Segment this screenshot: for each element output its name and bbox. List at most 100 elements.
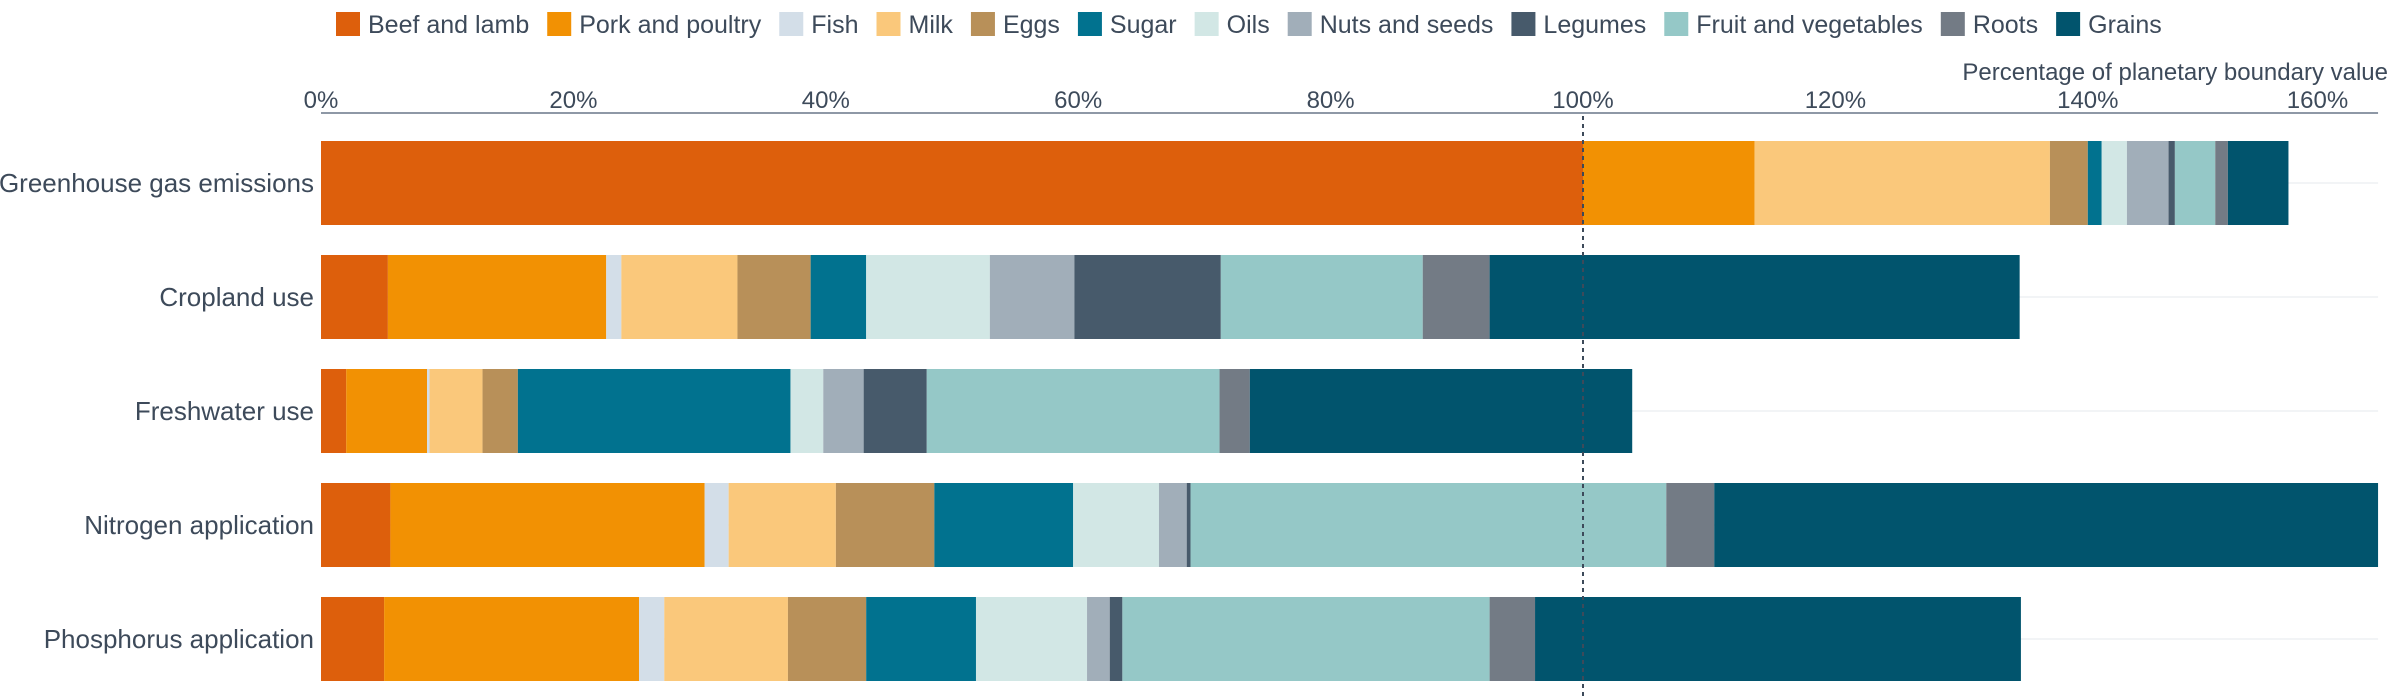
bar-segment-milk [621, 255, 738, 339]
bar-segment-grains [1535, 597, 2021, 681]
legend-swatch-beef-and-lamb [336, 12, 360, 36]
category-label-nitrogen-application: Nitrogen application [84, 510, 314, 540]
bar-segment-pork-and-poultry [387, 255, 607, 339]
bar-segment-fruit-and-vegetables [2174, 141, 2216, 225]
bar-segment-sugar [810, 255, 867, 339]
x-tick-label: 100% [1552, 87, 1613, 114]
legend: Beef and lamb Pork and poultry Fish Milk Egg… [336, 11, 2162, 39]
legend-swatch-sugar [1077, 12, 1102, 36]
bar-segment-roots [2215, 141, 2228, 225]
bar-segment-fruit-and-vegetables [926, 369, 1220, 453]
x-tick-label: 40% [802, 87, 850, 114]
x-tick-label: 160% [2287, 87, 2348, 114]
bar-segment-milk [728, 483, 836, 567]
bar-segment-pork-and-poultry [1583, 141, 1755, 225]
bar-segment-nuts-and-seeds [2126, 141, 2169, 225]
bar-segment-eggs [2049, 141, 2088, 225]
bar-segment-legumes [2168, 141, 2175, 225]
bar-segment-legumes [863, 369, 927, 453]
legend-swatch-roots [1940, 12, 1965, 36]
bar-segment-grains [1249, 369, 1633, 453]
x-tick-label: 140% [2057, 87, 2118, 114]
bar-segment-pork-and-poultry [384, 597, 640, 681]
legend-swatch-milk [876, 12, 901, 36]
bar-segment-beef-and-lamb [321, 255, 388, 339]
bar-segment-fish [606, 255, 622, 339]
x-axis: 0% 20% 40% 60% 80% 100% 120% 140% 160% [304, 87, 2379, 114]
category-label-greenhouse-gas-emissions: Greenhouse gas emissions [0, 168, 314, 198]
bar-segment-legumes [1186, 483, 1191, 567]
legend-swatch-fruit-and-vegetables [1664, 12, 1689, 36]
category-label-phosphorus-application: Phosphorus application [44, 624, 314, 654]
x-tick-label: 80% [1307, 87, 1355, 114]
bar-segment-fruit-and-vegetables [1122, 597, 1490, 681]
bar-segment-nuts-and-seeds [823, 369, 864, 453]
category-labels: Greenhouse gas emissions Cropland use Fres… [0, 168, 314, 654]
legend-label-grains: Grains [2088, 11, 2162, 39]
bar-segment-sugar [2087, 141, 2102, 225]
bar-segment-beef-and-lamb [321, 369, 347, 453]
bar-segment-grains [1489, 255, 2020, 339]
legend-swatch-eggs [970, 12, 995, 36]
legend-label-fruit-and-vegetables: Fruit and vegetables [1696, 11, 1923, 39]
bar-segment-fruit-and-vegetables [1220, 255, 1423, 339]
x-tick-label: 20% [549, 87, 597, 114]
category-label-cropland-use: Cropland use [159, 282, 314, 312]
legend-swatch-legumes [1511, 12, 1536, 36]
bars [321, 141, 2379, 681]
bar-segment-pork-and-poultry [390, 483, 705, 567]
bar-segment-eggs [482, 369, 518, 453]
legend-swatch-fish [779, 12, 804, 36]
bar-segment-nuts-and-seeds [1158, 483, 1187, 567]
bar-segment-milk [429, 369, 483, 453]
legend-swatch-oils [1194, 12, 1219, 36]
legend-label-roots: Roots [1973, 11, 2038, 39]
bar-segment-roots [1422, 255, 1490, 339]
bar-segment-sugar [517, 369, 791, 453]
category-label-freshwater-use: Freshwater use [135, 396, 314, 426]
bar-segment-beef-and-lamb [321, 141, 1583, 225]
bar-segment-nuts-and-seeds [1087, 597, 1110, 681]
bar-segment-eggs [787, 597, 867, 681]
x-tick-label: 60% [1054, 87, 1102, 114]
x-axis-title: Percentage of planetary boundary value [1962, 59, 2388, 86]
bar-segment-nuts-and-seeds [989, 255, 1075, 339]
legend-label-legumes: Legumes [1543, 11, 1646, 39]
bar-segment-roots [1489, 597, 1536, 681]
bar-segment-fish [427, 369, 430, 453]
legend-label-beef-and-lamb: Beef and lamb [368, 11, 529, 39]
bar-segment-roots [1666, 483, 1715, 567]
bar-segment-legumes [1109, 597, 1123, 681]
legend-label-fish: Fish [811, 11, 858, 39]
bar-segment-oils [2101, 141, 2127, 225]
bar-segment-beef-and-lamb [321, 597, 385, 681]
legend-label-nuts-and-seeds: Nuts and seeds [1320, 11, 1494, 39]
bar-segment-eggs [835, 483, 935, 567]
legend-label-milk: Milk [909, 11, 954, 39]
legend-label-sugar: Sugar [1110, 11, 1177, 39]
bar-segment-sugar [934, 483, 1074, 567]
legend-swatch-nuts-and-seeds [1287, 12, 1312, 36]
legend-swatch-pork-and-poultry [547, 12, 572, 36]
legend-swatch-grains [2056, 12, 2081, 36]
bar-segment-sugar [866, 597, 976, 681]
bar-segment-fruit-and-vegetables [1190, 483, 1667, 567]
bar-segment-legumes [1074, 255, 1221, 339]
bar-segment-fish [639, 597, 665, 681]
bar-segment-beef-and-lamb [321, 483, 391, 567]
bar-segment-milk [1754, 141, 2050, 225]
x-tick-label: 0% [304, 87, 339, 114]
bar-segment-oils [866, 255, 990, 339]
x-tick-label: 120% [1805, 87, 1866, 114]
bar-segment-eggs [737, 255, 811, 339]
bar-segment-fish [704, 483, 729, 567]
legend-label-pork-and-poultry: Pork and poultry [579, 11, 762, 39]
bar-segment-milk [664, 597, 788, 681]
bar-segment-grains [2227, 141, 2289, 225]
legend-label-oils: Oils [1227, 11, 1270, 39]
bar-segment-pork-and-poultry [346, 369, 428, 453]
bar-segment-oils [1073, 483, 1159, 567]
bar-segment-oils [975, 597, 1088, 681]
legend-label-eggs: Eggs [1003, 11, 1060, 39]
